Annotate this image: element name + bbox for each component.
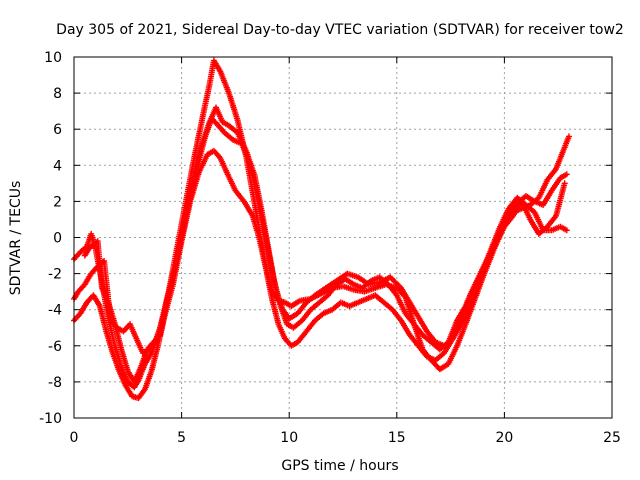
y-axis-label: SDTVAR / TECUs bbox=[8, 181, 24, 296]
x-tick-label: 0 bbox=[70, 430, 79, 446]
x-tick-label: 10 bbox=[280, 430, 298, 446]
y-tick-label: -8 bbox=[48, 375, 62, 391]
y-tick-label: 0 bbox=[53, 231, 62, 247]
data-point-marker bbox=[563, 227, 570, 234]
y-tick-label: 2 bbox=[53, 194, 62, 210]
y-tick-label: 8 bbox=[53, 86, 62, 102]
data-point-marker bbox=[561, 180, 568, 187]
x-tick-label: 20 bbox=[495, 430, 513, 446]
y-tick-label: -4 bbox=[48, 303, 62, 319]
y-tick-label: 10 bbox=[44, 50, 62, 66]
x-axis-label: GPS time / hours bbox=[281, 458, 398, 474]
y-tick-label: 4 bbox=[53, 158, 62, 174]
axis-ticks: 0 5 10 15 20 25 -10 -8 -6 -4 -2 0 2 4 6 8 10 bbox=[39, 50, 621, 446]
data-series bbox=[71, 57, 572, 402]
y-tick-label: 6 bbox=[53, 122, 62, 138]
y-tick-label: -2 bbox=[48, 267, 62, 283]
x-tick-label: 15 bbox=[388, 430, 406, 446]
series-track-1 bbox=[71, 57, 570, 391]
x-tick-label: 25 bbox=[603, 430, 621, 446]
x-tick-label: 5 bbox=[177, 430, 186, 446]
chart-title: Day 305 of 2021, Sidereal Day-to-day VTE… bbox=[56, 22, 624, 38]
data-point-marker bbox=[563, 171, 570, 178]
data-point-marker bbox=[566, 133, 572, 140]
y-tick-label: -6 bbox=[48, 339, 62, 355]
series-track-4 bbox=[81, 104, 570, 385]
y-tick-label: -10 bbox=[39, 411, 62, 427]
